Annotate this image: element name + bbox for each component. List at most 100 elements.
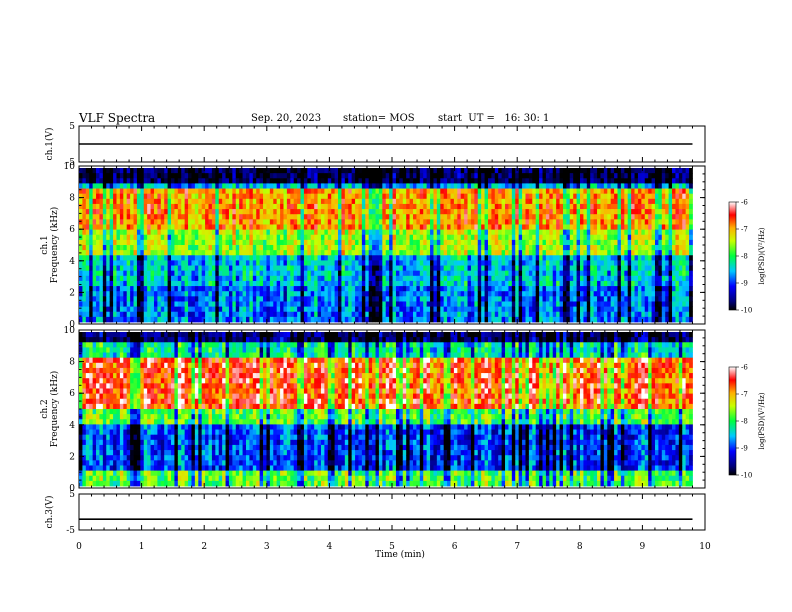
spectrogram-cell xyxy=(286,316,291,323)
spectrogram-cell xyxy=(627,245,632,251)
spectrogram-cell xyxy=(331,239,336,246)
spectrogram-cell xyxy=(222,260,226,266)
spectrogram-cell xyxy=(552,245,557,251)
spectrogram-cell xyxy=(334,260,339,266)
spectrogram-cell xyxy=(283,178,288,184)
spectrogram-cell xyxy=(566,250,571,256)
spectrogram-cell xyxy=(562,214,567,220)
spectrogram-cell xyxy=(378,301,383,307)
spectrogram-cell xyxy=(276,291,281,297)
spectrogram-cell xyxy=(399,245,404,251)
spectrogram-cell xyxy=(273,209,278,215)
spectrogram-cell xyxy=(361,260,366,266)
spectrogram-cell xyxy=(556,250,560,256)
spectrogram-cell xyxy=(508,203,513,210)
spectrogram-cell xyxy=(583,301,588,307)
spectrogram-cell xyxy=(361,219,366,225)
spectrogram-cell xyxy=(283,301,288,307)
spectrogram-cell xyxy=(413,306,417,313)
spectrogram-cell xyxy=(409,234,414,241)
spectrogram-cell xyxy=(327,183,332,189)
spectrogram-cell xyxy=(140,229,145,236)
spectrogram-cell xyxy=(365,214,370,220)
spectrogram-cell xyxy=(147,301,151,307)
spectrogram-cell xyxy=(194,219,199,225)
spectrogram-cell xyxy=(365,219,370,225)
spectrogram-cell xyxy=(85,234,90,241)
spectrogram-cell xyxy=(511,301,516,307)
spectrogram-cell xyxy=(348,183,353,189)
spectrogram-cell xyxy=(508,296,513,302)
spectrogram-cell xyxy=(620,311,625,318)
spectrogram-cell xyxy=(303,188,308,195)
spectrogram-cell xyxy=(79,296,83,302)
spectrogram-cell xyxy=(535,306,540,313)
spectrogram-cell xyxy=(96,250,100,256)
spectrogram-cell xyxy=(518,280,523,287)
spectrogram-cell xyxy=(355,219,359,225)
spectrogram-cell xyxy=(259,229,264,236)
spectrogram-cell xyxy=(273,245,278,251)
spectrogram-cell xyxy=(522,270,526,277)
spectrogram-cell xyxy=(508,301,513,307)
spectrogram-cell xyxy=(324,239,329,246)
spectrogram-cell xyxy=(436,239,441,246)
spectrogram-cell xyxy=(153,275,158,282)
spectrogram-cell xyxy=(586,188,591,195)
spectrogram-cell xyxy=(399,311,404,318)
spectrogram-cell xyxy=(320,229,325,236)
spectrogram-cell xyxy=(167,193,172,200)
spectrogram-cell xyxy=(583,316,588,323)
spectrogram-cell xyxy=(232,250,237,256)
spectrogram-cell xyxy=(470,173,475,179)
spectrogram-cell xyxy=(218,265,223,272)
spectrogram-cell xyxy=(235,306,240,313)
spectrogram-cell xyxy=(392,260,397,266)
spectrogram-cell xyxy=(293,224,298,230)
spectrogram-cell xyxy=(637,260,642,266)
spectrogram-cell xyxy=(368,270,373,277)
spectrogram-cell xyxy=(133,209,138,215)
spectrogram-cell xyxy=(300,193,305,200)
spectrogram-cell xyxy=(597,250,601,256)
spectrogram-cell xyxy=(297,270,301,277)
spectrogram-cell xyxy=(82,229,87,236)
spectrogram-cell xyxy=(426,224,431,230)
spectrogram-cell xyxy=(123,173,128,179)
spectrogram-cell xyxy=(147,214,151,220)
spectrogram-cell xyxy=(164,229,169,236)
spectrogram-cell xyxy=(82,245,87,251)
spectrogram-cell xyxy=(327,291,332,297)
spectrogram-cell xyxy=(303,245,308,251)
spectrogram-cell xyxy=(177,224,182,230)
spectrogram-cell xyxy=(413,296,417,302)
spectrogram-cell xyxy=(181,219,186,225)
spectrogram-cell xyxy=(464,260,468,266)
spectrogram-cell xyxy=(395,239,400,246)
spectrogram-cell xyxy=(92,173,97,179)
spectrogram-cell xyxy=(597,311,601,318)
spectrogram-cell xyxy=(419,188,424,195)
spectrogram-cell xyxy=(153,224,158,230)
spectrogram-cell xyxy=(92,168,97,174)
spectrogram-cell xyxy=(580,229,584,236)
spectrogram-cell xyxy=(559,245,564,251)
spectrogram-cell xyxy=(102,270,107,277)
spectrogram-cell xyxy=(211,265,216,272)
spectrogram-cell xyxy=(634,286,639,292)
spectrogram-cell xyxy=(607,188,612,195)
spectrogram-cell xyxy=(361,286,366,292)
spectrogram-cell xyxy=(470,260,475,266)
spectrogram-cell xyxy=(372,209,376,215)
spectrogram-cell xyxy=(491,239,496,246)
spectrogram-cell xyxy=(532,219,537,225)
spectrogram-cell xyxy=(573,234,577,241)
spectrogram-cell xyxy=(320,239,325,246)
spectrogram-cell xyxy=(259,286,264,292)
spectrogram-cell xyxy=(406,316,410,323)
spectrogram-cell xyxy=(413,188,417,195)
spectrogram-cell xyxy=(259,198,264,205)
spectrogram-cell xyxy=(201,183,206,189)
spectrogram-cell xyxy=(365,296,370,302)
spectrogram-cell xyxy=(542,219,547,225)
